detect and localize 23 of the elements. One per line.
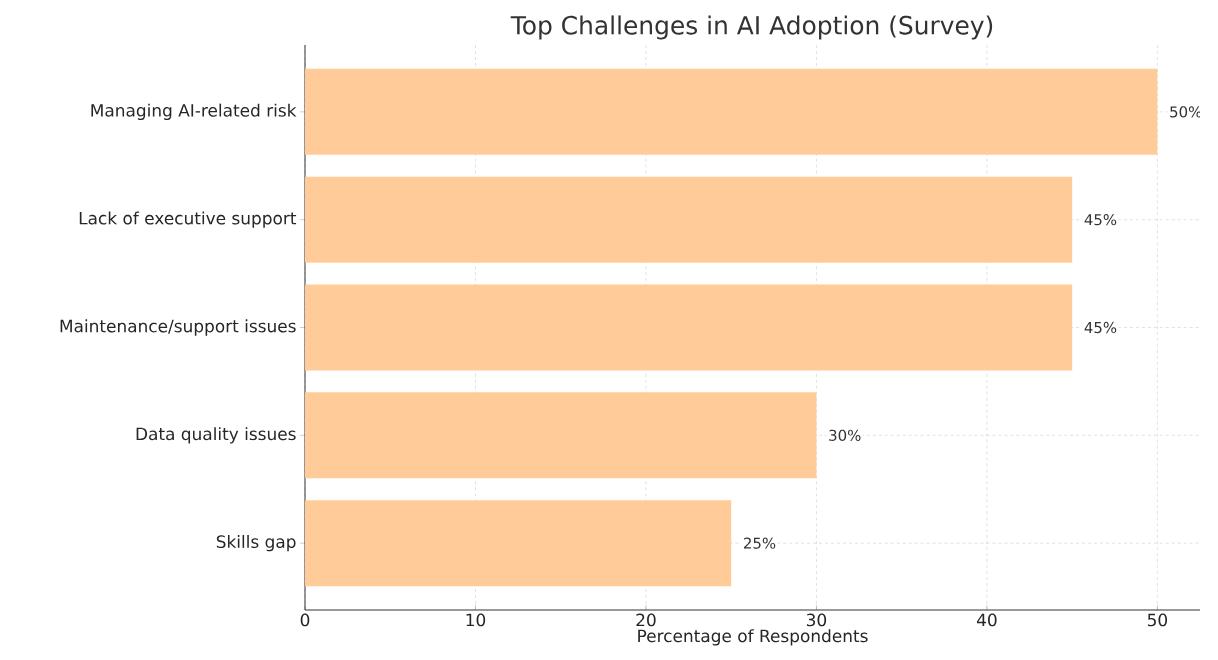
x-axis-title: Percentage of Respondents [638,629,868,646]
bar [305,284,1073,371]
bar [305,68,1158,155]
bar [305,392,817,479]
bar [305,176,1073,263]
x-tick-label: 10 [466,613,486,627]
y-tick-label: Data quality issues [136,427,296,444]
y-tick-label: Managing AI-related risk [91,103,297,121]
x-tick-label: 20 [636,613,656,627]
data-label: 45% [1084,214,1117,226]
bar [305,500,732,587]
data-label: 30% [829,429,861,441]
y-tick-label: Maintenance/support issues [60,319,296,336]
chart-title: Top Challenges in AI Adoption (Survey) [510,15,993,40]
x-tick-label: 40 [976,613,997,627]
x-tick-label: 0 [300,613,310,627]
y-tick-label: Skills gap [216,534,296,552]
x-tick-label: 30 [806,613,827,627]
data-label: 25% [743,537,776,549]
y-tick-label: Lack of executive support [79,211,297,228]
x-tick-label: 50 [1147,613,1168,627]
data-label: 50% [1170,106,1202,118]
data-label: 45% [1084,321,1117,334]
